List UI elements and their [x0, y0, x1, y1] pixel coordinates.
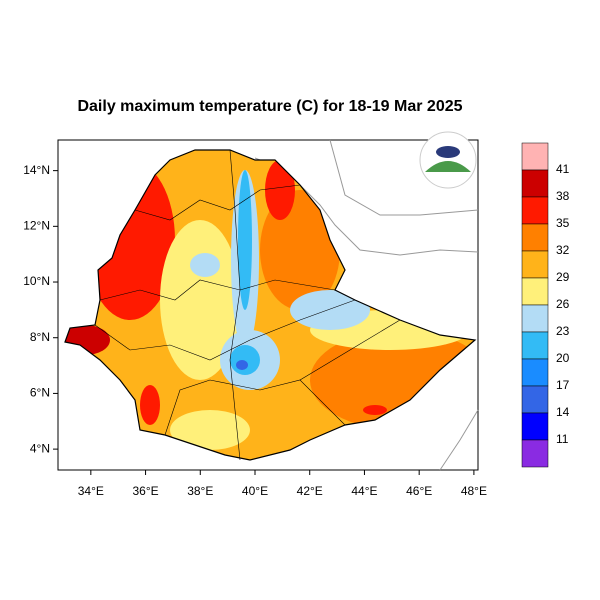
colorbar-label: 38 [556, 189, 570, 203]
colorbar-label: 26 [556, 297, 570, 311]
y-tick-label: 8°N [30, 330, 50, 344]
y-tick-label: 4°N [30, 441, 50, 455]
colorbar-box [521, 358, 549, 387]
colorbar-box [521, 196, 549, 225]
map-title: Daily maximum temperature (C) for 18-19 … [77, 98, 462, 115]
colorbar-label: 32 [556, 243, 570, 257]
colorbar-label: 14 [556, 405, 570, 419]
x-tick-label: 46°E [406, 484, 432, 498]
colorbar-box [521, 250, 549, 279]
colorbar-label: 17 [556, 378, 570, 392]
y-tick-label: 10°N [23, 274, 50, 288]
colorbar-box [521, 412, 549, 441]
colorbar-box [521, 169, 549, 198]
colorbar-box [521, 142, 549, 171]
colorbar-label: 11 [556, 432, 569, 446]
logo [419, 131, 477, 189]
colorbar-label: 23 [556, 324, 570, 338]
colorbar-box [521, 385, 549, 414]
y-tick-label: 6°N [30, 386, 50, 400]
colorbar-box [521, 304, 549, 333]
colorbar-box [521, 331, 549, 360]
x-tick-label: 36°E [132, 484, 158, 498]
x-tick-label: 42°E [297, 484, 323, 498]
colorbar-box [521, 277, 549, 306]
x-tick-label: 38°E [187, 484, 213, 498]
colorbar-label: 41 [556, 162, 570, 176]
x-tick-label: 40°E [242, 484, 268, 498]
colorbar-label: 29 [556, 270, 570, 284]
logo-cloud [436, 146, 460, 158]
colorbar-box [521, 439, 549, 468]
y-tick-label: 12°N [23, 219, 50, 233]
x-tick-label: 44°E [351, 484, 377, 498]
axes: 34°E 36°E 38°E 40°E 42°E 44°E 46°E 48°E 4°N 6°N 8°… [23, 163, 487, 498]
x-tick-label: 34°E [78, 484, 104, 498]
region-borders [94, 149, 401, 461]
colorbar-box [521, 223, 549, 252]
colorbar-label: 35 [556, 216, 570, 230]
colorbar: 41 38 35 32 29 26 23 20 17 14 11 [521, 142, 570, 468]
logo-hills [425, 161, 471, 172]
y-tick-label: 14°N [23, 163, 50, 177]
x-tick-label: 48°E [461, 484, 487, 498]
colorbar-label: 20 [556, 351, 570, 365]
